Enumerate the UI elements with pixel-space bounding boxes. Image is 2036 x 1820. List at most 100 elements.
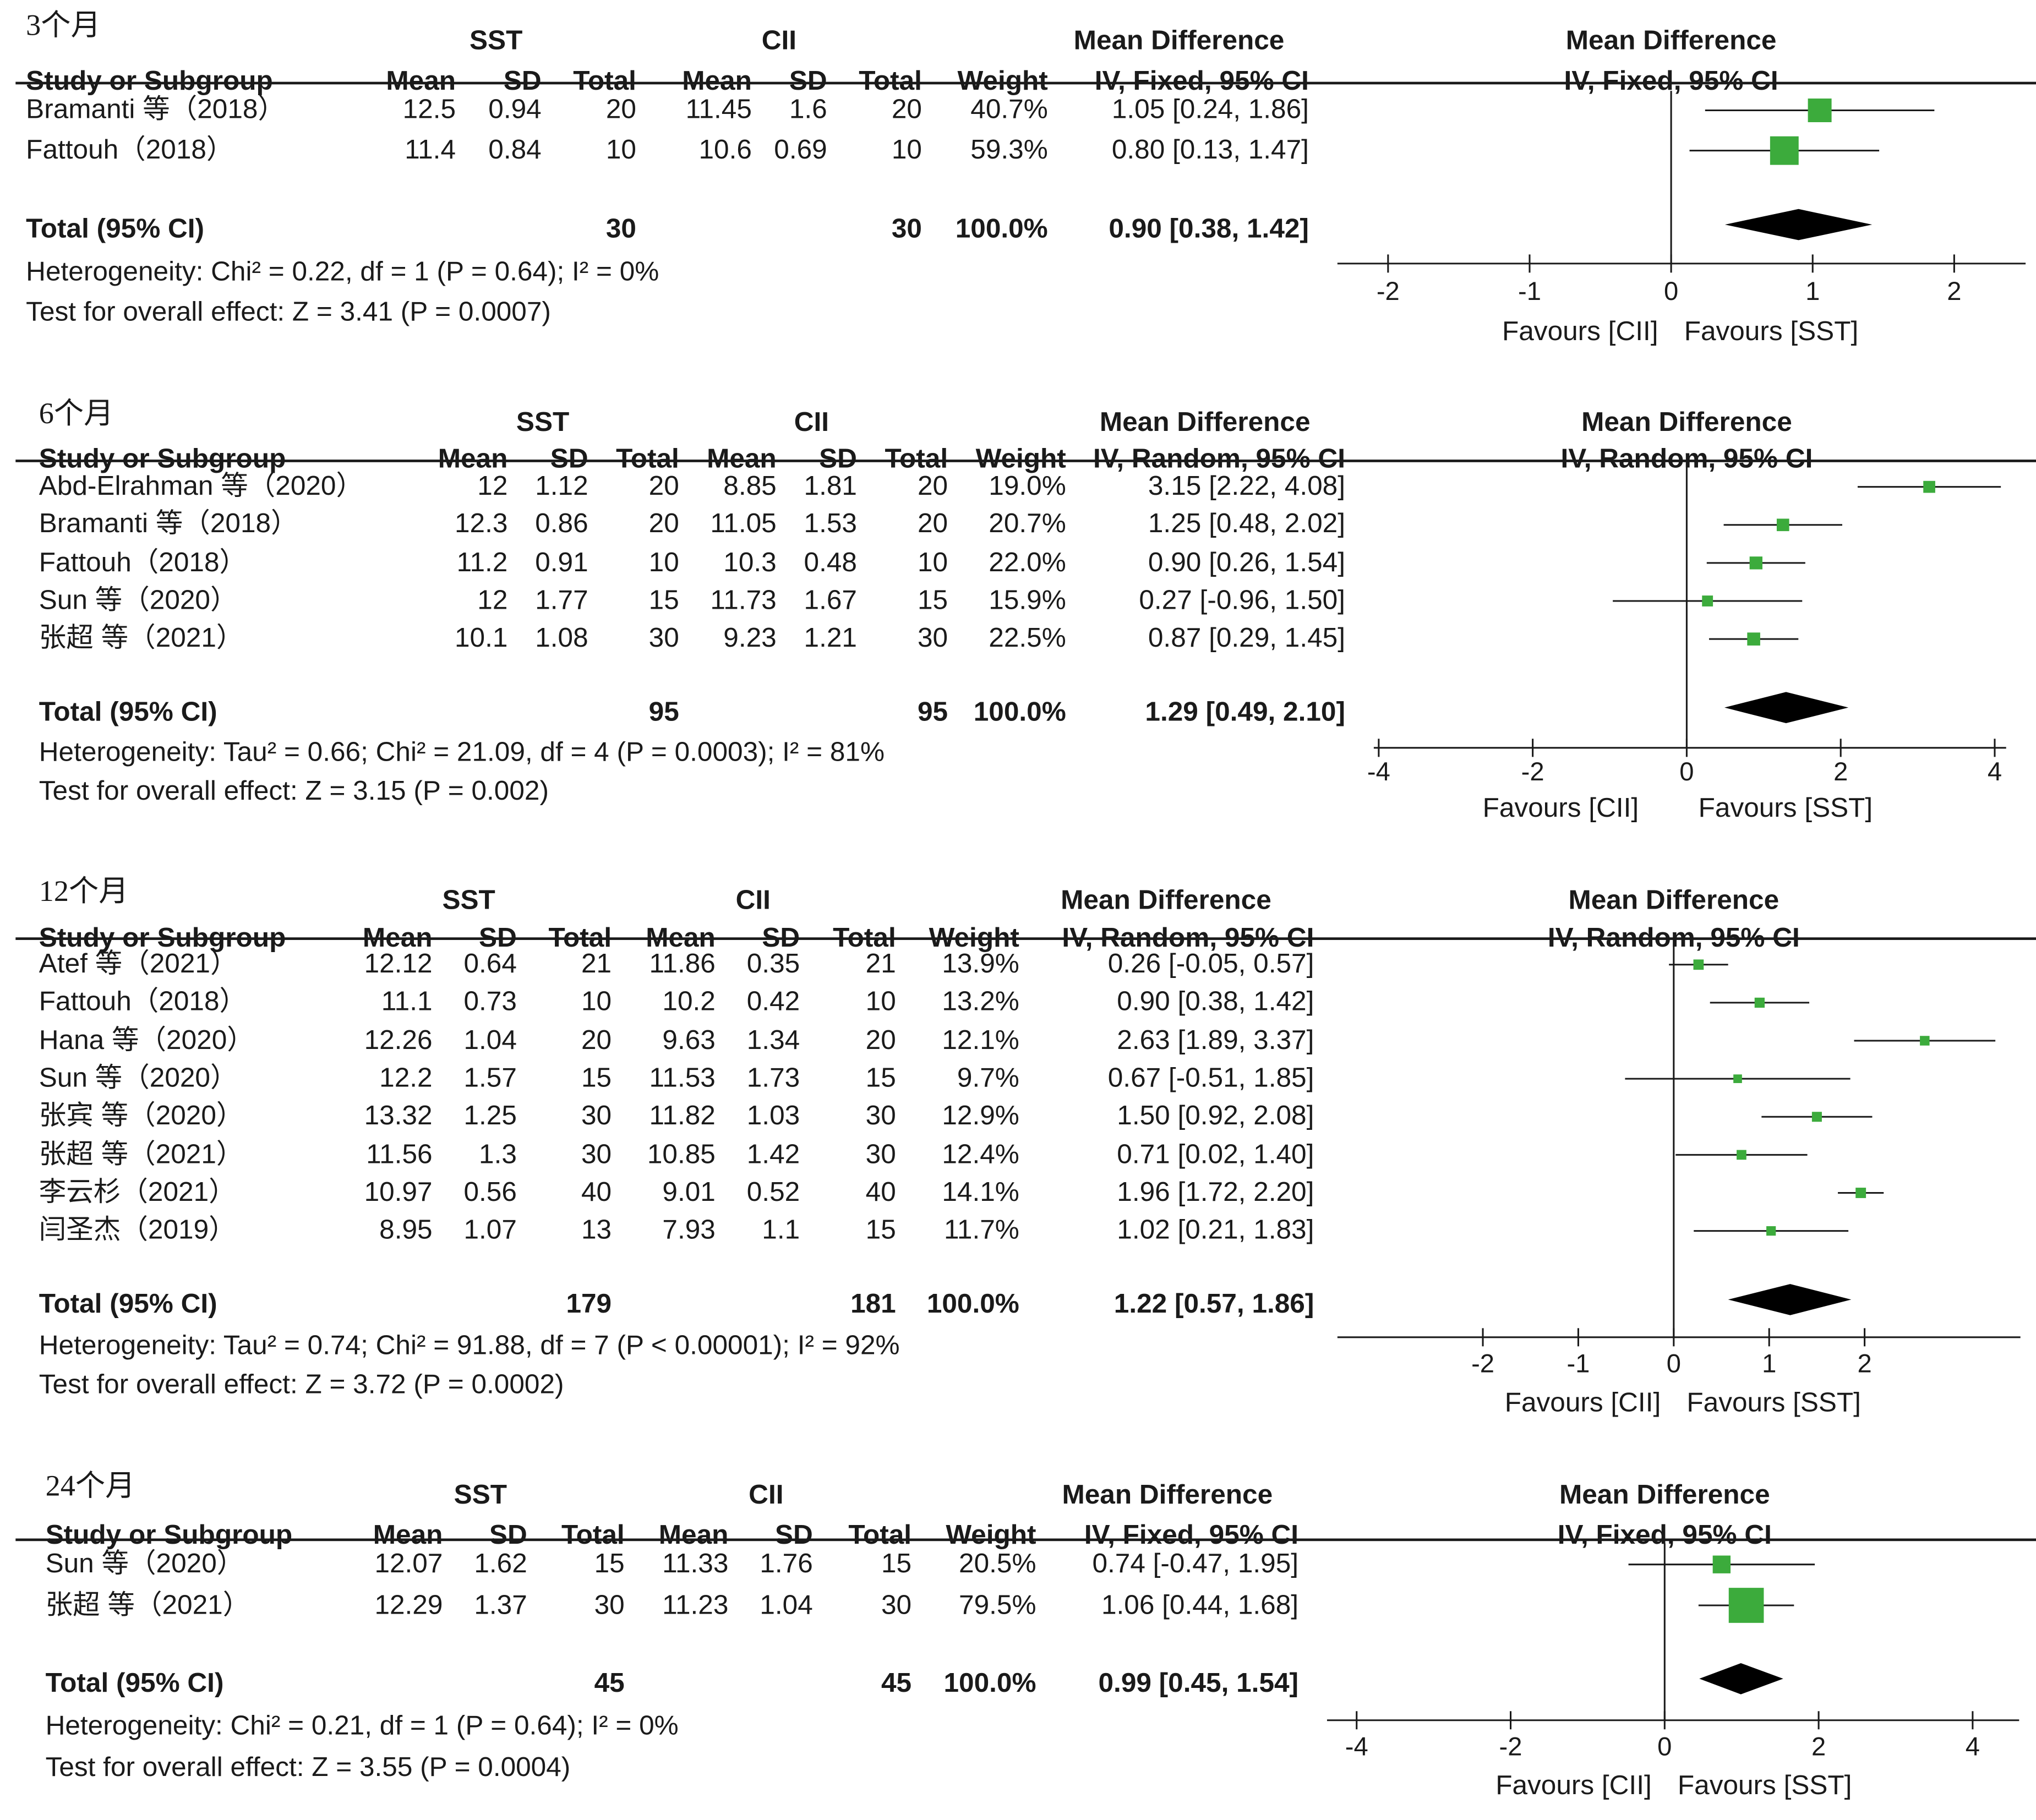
group-header-cii: CII (749, 1480, 784, 1510)
x-tick-label: -2 (1377, 276, 1400, 305)
mean-difference-header: Mean Difference (1061, 885, 1271, 916)
mean-difference-header: Mean Difference (1073, 26, 1285, 56)
favours-cii-label: Favours [CII] (1505, 1387, 1661, 1417)
panel-title: 6个月 (39, 397, 114, 430)
study-name: Sun 等（2020） (39, 585, 238, 615)
effect-square (1923, 480, 1935, 493)
x-tick-label: 4 (1988, 757, 2002, 786)
sst-total-cell: 10 (648, 547, 679, 577)
cii-sd-cell: 0.35 (746, 949, 800, 979)
weight-cell: 59.3% (970, 135, 1048, 165)
cii-sd-header: SD (774, 1520, 813, 1550)
group-header-cii: CII (794, 407, 829, 438)
panel-title: 3个月 (26, 9, 101, 42)
sst-total-cell: 30 (594, 1589, 625, 1620)
total-label: Total (95% CI) (45, 1668, 224, 1698)
plot-method-header: IV, Fixed, 95% CI (1564, 66, 1778, 96)
study-name: Atef 等（2021） (39, 949, 238, 979)
x-tick-label: 2 (1857, 1349, 1871, 1378)
sst-total-cell: 10 (581, 987, 612, 1017)
header-rule (15, 81, 2036, 85)
x-tick-label: 2 (1811, 1731, 1826, 1761)
cii-sd-cell: 1.53 (804, 509, 857, 539)
study-name: 张超 等（2021） (39, 623, 244, 654)
sst-total-cell: 15 (594, 1549, 625, 1579)
study-name: Fattouh（2018） (39, 547, 247, 577)
sst-sd-cell: 1.57 (463, 1063, 517, 1094)
sst-sd-cell: 0.86 (535, 509, 588, 539)
ci-cell: 0.80 [0.13, 1.47] (1111, 135, 1309, 165)
panel-title: 24个月 (45, 1469, 135, 1502)
weight-cell: 20.7% (989, 509, 1066, 539)
cii-sd-header: SD (789, 66, 827, 96)
ci-cell: 2.63 [1.89, 3.37] (1117, 1025, 1314, 1055)
study-name: 闫圣杰（2019） (39, 1215, 236, 1245)
ci-cell: 1.02 [0.21, 1.83] (1117, 1215, 1314, 1245)
sst-total-cell: 10 (605, 135, 636, 165)
ci-cell: 3.15 [2.22, 4.08] (1148, 471, 1345, 501)
cii-total-cell: 30 (865, 1139, 896, 1169)
sst-sd-cell: 1.77 (535, 585, 588, 615)
ci-cell: 1.05 [0.24, 1.86] (1111, 95, 1309, 125)
cii-mean-cell: 9.23 (723, 623, 777, 654)
sst-sd-cell: 1.37 (474, 1589, 527, 1620)
sst-mean-cell: 12.2 (379, 1063, 433, 1094)
favours-sst-label: Favours [SST] (1699, 793, 1873, 823)
x-tick-label: -2 (1499, 1731, 1522, 1761)
weight-cell: 20.5% (959, 1549, 1036, 1579)
cii-sd-cell: 0.48 (804, 547, 857, 577)
effect-square (1776, 518, 1789, 532)
sst-mean-cell: 12 (477, 471, 508, 501)
sst-mean-header: Mean (386, 66, 456, 96)
effect-square (1770, 136, 1799, 165)
sst-total-sum: 30 (605, 214, 636, 244)
cii-total-cell: 30 (918, 623, 948, 654)
header-rule (15, 937, 2036, 940)
ci-cell: 0.90 [0.26, 1.54] (1148, 547, 1345, 577)
cii-total-header: Total (859, 66, 922, 96)
x-tick-label: 4 (1966, 1731, 1980, 1761)
sst-mean-header: Mean (438, 444, 508, 474)
sst-sd-cell: 1.62 (474, 1549, 527, 1579)
sst-mean-cell: 10.1 (454, 623, 508, 654)
cii-total-cell: 20 (865, 1025, 896, 1055)
sst-total-header: Total (561, 1520, 625, 1550)
forest-plot-svg: -4 -2 0 2 4 Favours [CII] Favours [SST] (1327, 1543, 2019, 1800)
cii-total-cell: 40 (865, 1177, 896, 1207)
study-name: Hana 等（2020） (39, 1025, 254, 1055)
sst-sd-cell: 1.08 (535, 623, 588, 654)
cii-total-cell: 30 (865, 1101, 896, 1132)
cii-mean-cell: 11.45 (685, 95, 752, 125)
effect-square (1747, 632, 1760, 646)
sst-total-sum: 95 (648, 697, 679, 728)
weight-cell: 14.1% (942, 1177, 1019, 1207)
study-name: Bramanti 等（2018） (26, 95, 286, 125)
forest-plot-svg: -4 -2 0 2 4 Favours [CII] Favours [SST] (1367, 461, 2006, 823)
sst-total-cell: 20 (648, 509, 679, 539)
sst-sd-cell: 0.84 (488, 135, 542, 165)
sst-sd-cell: 1.12 (535, 471, 588, 501)
pooled-effect-diamond (1724, 209, 1873, 241)
forest-panel-4: 24个月 SST CII Mean Difference Mean Difference… (0, 1461, 2036, 1820)
weight-header: Weight (957, 66, 1048, 96)
x-tick-label: -1 (1566, 1349, 1590, 1378)
x-tick-label: 2 (1833, 757, 1848, 786)
weight-cell: 22.0% (989, 547, 1066, 577)
method-header: IV, Fixed, 95% CI (1094, 66, 1309, 96)
total-label: Total (95% CI) (39, 697, 217, 728)
sst-mean-header: Mean (373, 1520, 443, 1550)
favours-sst-label: Favours [SST] (1686, 1387, 1861, 1417)
heterogeneity-text: Heterogeneity: Chi² = 0.21, df = 1 (P = … (45, 1711, 679, 1741)
effect-square (1811, 1112, 1822, 1122)
weight-cell: 12.4% (942, 1139, 1019, 1169)
x-tick-label: -1 (1518, 276, 1541, 305)
header-rule (15, 1538, 2036, 1542)
study-column-header: Study or Subgroup (39, 444, 286, 474)
cii-sd-cell: 0.52 (746, 1177, 800, 1207)
cii-sd-cell: 1.21 (804, 623, 857, 654)
weight-cell: 40.7% (970, 95, 1048, 125)
sst-total-cell: 30 (581, 1101, 612, 1132)
x-tick-label: -4 (1345, 1731, 1368, 1761)
ci-cell: 0.26 [-0.05, 0.57] (1107, 949, 1314, 979)
